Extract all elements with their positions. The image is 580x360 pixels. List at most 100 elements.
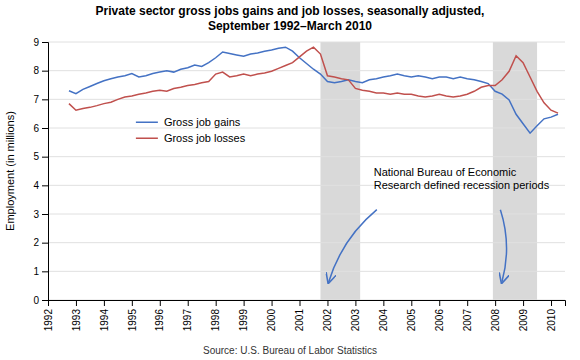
legend: Gross job gains Gross job losses [136,116,246,144]
title-line: Private sector gross jobs gains and job … [96,4,485,18]
x-tick-mark [383,300,384,306]
x-tick: 2002 [322,300,333,331]
x-tick-label: 1994 [99,309,110,332]
legend-item: Gross job losses [136,132,246,144]
grid-line [48,70,565,71]
y-tick: 4 [33,180,48,191]
x-tick-mark [76,300,77,306]
grid-line [48,271,565,272]
x-tick-mark [216,300,217,306]
x-tick-mark [551,300,552,306]
x-tick-mark [439,300,440,306]
legend-swatch [136,121,158,123]
x-tick-label: 2008 [490,309,501,332]
lines [69,47,558,133]
x-tick-mark [160,300,161,306]
x-tick-label: 2007 [462,309,473,332]
y-tick-mark [42,42,48,43]
legend-label: Gross job losses [164,132,246,144]
x-tick: 1994 [99,300,110,331]
x-tick-mark [300,300,301,306]
x-tick-mark [355,300,356,306]
y-tick: 6 [33,123,48,134]
y-tick-mark [42,243,48,244]
x-tick: 2003 [350,300,361,331]
x-tick: 2010 [546,300,557,331]
grid [48,42,565,300]
annotation-arrow [328,210,376,283]
title: Private sector gross jobs gains and job … [96,4,485,33]
x-tick-mark [467,300,468,306]
y-tick-label: 8 [33,65,39,76]
x-tick: 1993 [71,300,82,331]
annotation-line: Research defined recession periods [374,179,550,191]
y-tick-label: 3 [33,209,39,220]
x-tick: 2006 [434,300,445,331]
x-tick-mark [495,300,496,306]
x-tick-mark [244,300,245,306]
series-line [69,47,558,113]
legend-label: Gross job gains [164,116,241,128]
x-tick: 1996 [154,300,165,331]
legend-swatch [136,137,158,139]
y-tick: 2 [33,237,48,248]
y-tick: 0 [33,295,48,306]
grid-line [48,99,565,100]
grid-line [48,156,565,157]
y-tick: 1 [33,266,48,277]
x-tick: 1999 [238,300,249,331]
x-tick: 1995 [127,300,138,331]
y-tick-label: 7 [33,94,39,105]
y-tick: 8 [33,65,48,76]
grid-line [48,128,565,129]
x-tick: 2001 [294,300,305,331]
y-tick-mark [42,99,48,100]
x-tick-mark [104,300,105,306]
x-tick-label: 2006 [434,309,445,332]
x-tick-label: 2010 [546,309,557,332]
x-tick-label: 1992 [43,309,54,332]
x-tick: 1998 [210,300,221,331]
x-tick: 1992 [43,300,54,331]
x-tick: 1997 [182,300,193,331]
y-tick: 9 [33,37,48,48]
annotation: National Bureau of EconomicResearch defi… [374,166,550,191]
x-tick-label: 1998 [210,309,221,332]
x-tick-label: 2003 [350,309,361,332]
x-tick: 2008 [490,300,501,331]
y-tick-label: 2 [33,237,39,248]
y-tick-mark [42,271,48,272]
x-axis: 1992 1993 1994 1995 1996 1997 1998 1999 2000 2001… [43,300,566,331]
y-axis: 0 1 2 3 4 5 6 7 8 9 [33,37,48,306]
y-tick-mark [42,214,48,215]
y-tick-label: 0 [33,295,39,306]
x-tick-label: 2004 [378,309,389,332]
x-tick: 2007 [462,300,473,331]
x-tick-label: 1997 [182,309,193,332]
grid-line [48,42,565,43]
x-tick-label: 2000 [266,309,277,332]
y-tick-label: 4 [33,180,39,191]
x-tick-label: 1995 [127,309,138,332]
x-tick-mark [188,300,189,306]
annotation-line: National Bureau of Economic [374,166,517,178]
series-line [69,47,558,133]
y-tick-mark [42,128,48,129]
x-tick-mark [411,300,412,306]
source: Source: U.S. Bureau of Labor Statistics [203,345,377,356]
y-tick-mark [42,71,48,72]
x-tick: 2009 [518,300,529,331]
legend-item: Gross job gains [136,116,241,128]
y-tick: 5 [33,151,48,162]
x-tick-label: 1999 [238,309,249,332]
y-tick: 7 [33,94,48,105]
x-tick: 2005 [406,300,417,331]
x-tick-label: 2009 [518,309,529,332]
x-tick-label: 2002 [322,309,333,332]
x-tick-mark [272,300,273,306]
y-tick: 3 [33,209,48,220]
y-tick-label: 9 [33,37,39,48]
y-tick-label: 5 [33,151,39,162]
x-tick-label: 2001 [294,309,305,332]
y-axis-line [42,43,49,301]
